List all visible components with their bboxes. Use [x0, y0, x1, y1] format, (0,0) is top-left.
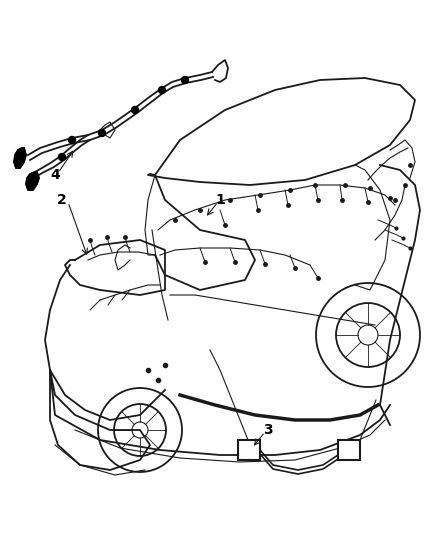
Text: 4: 4: [50, 168, 60, 182]
Text: 3: 3: [263, 423, 273, 437]
Circle shape: [59, 154, 66, 160]
FancyBboxPatch shape: [338, 440, 360, 460]
Circle shape: [159, 86, 166, 93]
Circle shape: [68, 136, 75, 143]
Text: 2: 2: [57, 193, 67, 207]
Polygon shape: [26, 172, 39, 190]
Circle shape: [181, 77, 188, 84]
Circle shape: [131, 107, 138, 114]
Circle shape: [99, 130, 106, 136]
Text: 1: 1: [215, 193, 225, 207]
FancyBboxPatch shape: [238, 440, 260, 460]
Polygon shape: [14, 148, 26, 168]
